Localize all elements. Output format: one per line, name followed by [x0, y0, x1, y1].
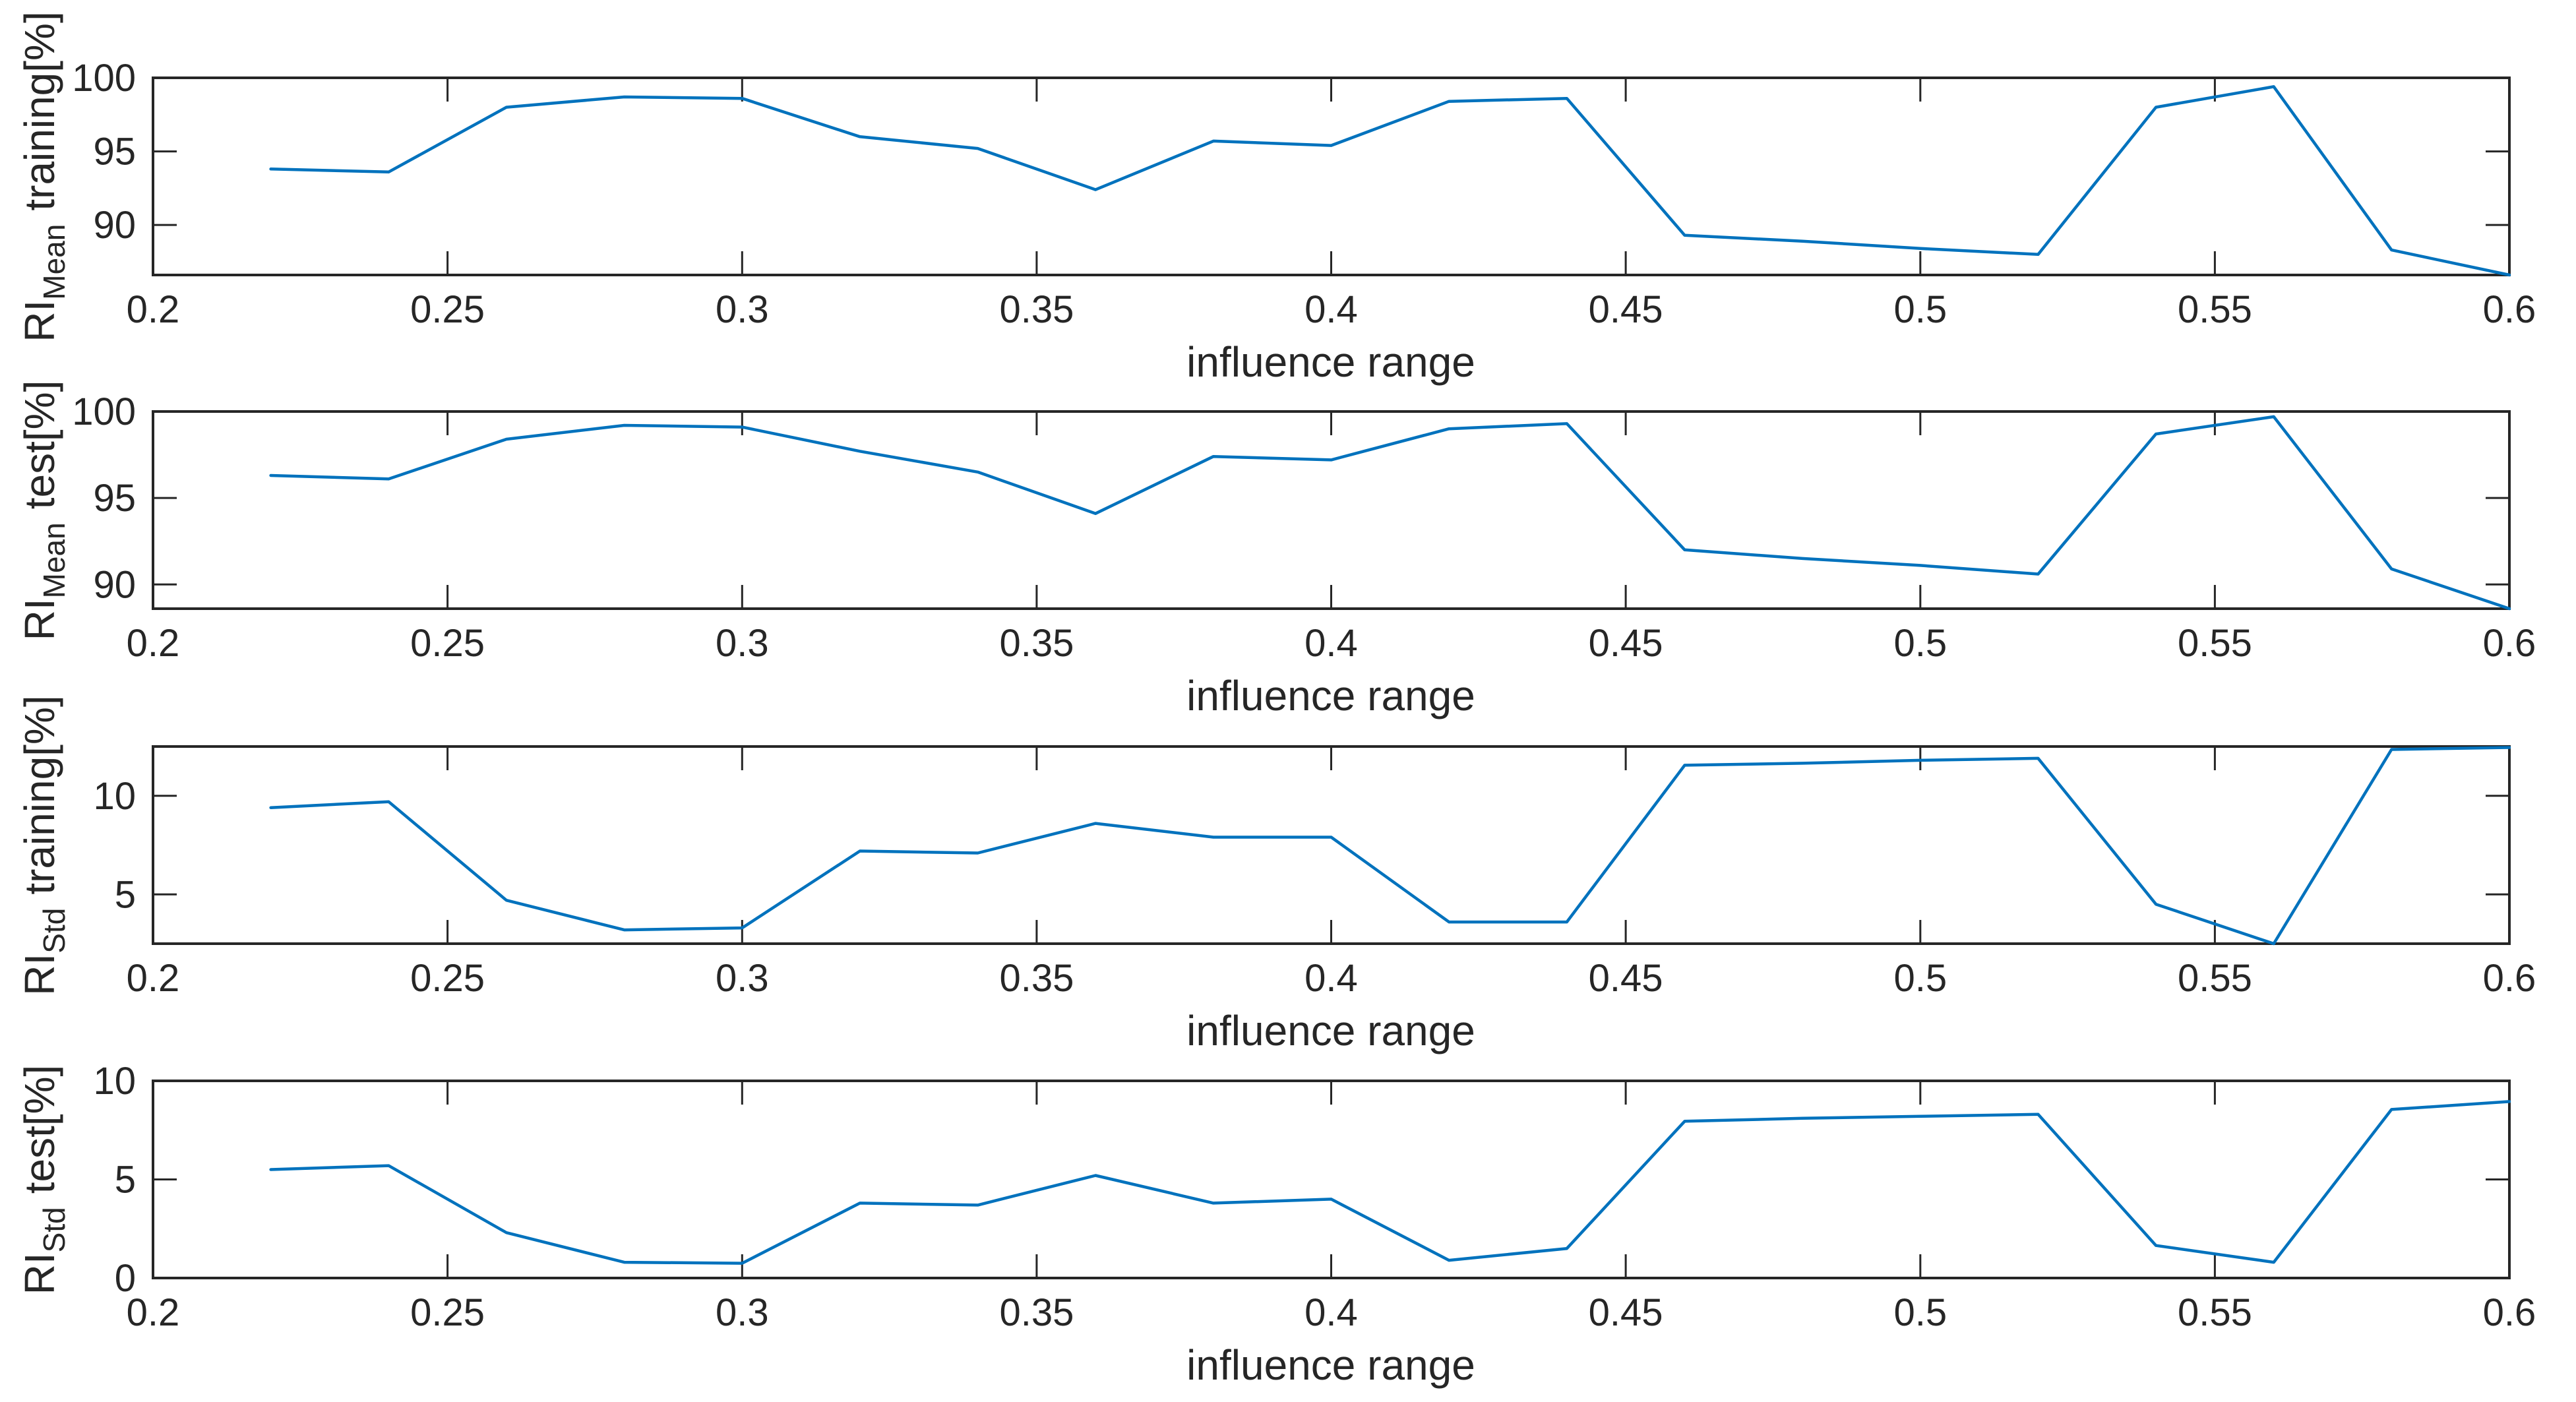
x-tick-label: 0.2 [127, 622, 180, 665]
y-tick-label: 90 [93, 563, 136, 606]
x-tick-label: 0.45 [1589, 288, 1663, 331]
y-axis-label-subscript: Std [37, 907, 71, 954]
data-line [269, 415, 2511, 611]
y-tick-label: 0 [115, 1257, 136, 1300]
x-tick-label: 0.55 [2178, 288, 2252, 331]
x-tick-label: 0.5 [1893, 288, 1947, 331]
x-tick-label: 0.55 [2178, 1291, 2252, 1334]
x-tick-label: 0.35 [999, 288, 1074, 331]
x-tick-label: 0.6 [2483, 622, 2536, 665]
x-tick-label: 0.55 [2178, 622, 2252, 665]
y-axis-label-prefix: RI [16, 1252, 63, 1295]
x-tick-label: 0.25 [410, 622, 485, 665]
y-tick-label: 100 [72, 390, 136, 433]
x-tick-label: 0.25 [410, 1291, 485, 1334]
x-tick-label: 0.25 [410, 957, 485, 1000]
x-axis-label: influence range [1186, 1341, 1475, 1389]
y-tick-label: 100 [72, 57, 136, 100]
x-tick-label: 0.2 [127, 288, 180, 331]
x-tick-label: 0.4 [1304, 288, 1358, 331]
x-tick-label: 0.25 [410, 288, 485, 331]
subplot-ri-mean-test: 0.2 0.25 0.3 0.35 0.4 0.45 0.5 0.55 0.6 90 95 100 R… [0, 381, 2576, 733]
x-tick-label: 0.35 [999, 622, 1074, 665]
x-axis-label: influence range [1186, 1007, 1475, 1054]
x-tick-label: 0.5 [1893, 622, 1947, 665]
data-line [269, 746, 2511, 946]
x-tick-label: 0.6 [2483, 1291, 2536, 1334]
plot-frame [152, 1080, 2511, 1279]
y-tick-label: 10 [93, 775, 136, 818]
x-tick-label: 0.45 [1589, 1291, 1663, 1334]
x-tick-label: 0.35 [999, 1291, 1074, 1334]
x-tick-label: 0.6 [2483, 288, 2536, 331]
y-axis-label: RIStd training[%] [15, 695, 72, 995]
y-axis-label-rest: training[%] [16, 11, 63, 211]
plot-frame [152, 745, 2511, 945]
x-tick-label: 0.55 [2178, 957, 2252, 1000]
x-tick-label: 0.3 [716, 622, 769, 665]
y-tick-label: 5 [115, 873, 136, 916]
plot-area: 0.2 0.25 0.3 0.35 0.4 0.45 0.5 0.55 0.6 5 10 [93, 745, 2536, 1000]
plot-area: 0.2 0.25 0.3 0.35 0.4 0.45 0.5 0.55 0.6 0 5 10 [93, 1060, 2536, 1334]
subplot-ri-std-training: 0.2 0.25 0.3 0.35 0.4 0.45 0.5 0.55 0.6 5 10 RIStd… [0, 695, 2576, 1068]
x-tick-label: 0.3 [716, 1291, 769, 1334]
y-axis-label-rest: test[%] [16, 1064, 63, 1194]
y-axis-label-rest: training[%] [16, 695, 63, 895]
subplot-ri-mean-training: 0.2 0.25 0.3 0.35 0.4 0.45 0.5 0.55 0.6 90 95 100 R… [0, 11, 2576, 399]
y-axis-label: RIStd test[%] [15, 1065, 72, 1295]
subplot-ri-std-test: 0.2 0.25 0.3 0.35 0.4 0.45 0.5 0.55 0.6 0 5 10 RISt… [0, 1060, 2576, 1402]
x-tick-label: 0.2 [127, 957, 180, 1000]
x-axis-label: influence range [1186, 672, 1475, 719]
x-tick-label: 0.2 [127, 1291, 180, 1334]
x-tick-label: 0.4 [1304, 622, 1358, 665]
y-axis-label: RIMean test[%] [15, 381, 72, 641]
y-axis-label-rest: test[%] [16, 380, 63, 510]
x-tick-label: 0.3 [716, 288, 769, 331]
x-tick-label: 0.5 [1893, 1291, 1947, 1334]
y-axis-label: RIMean training[%] [15, 11, 72, 342]
y-tick-label: 90 [93, 204, 136, 247]
x-tick-label: 0.4 [1304, 1291, 1358, 1334]
data-line [269, 85, 2511, 277]
y-tick-label: 95 [93, 477, 136, 520]
x-tick-label: 0.4 [1304, 957, 1358, 1000]
plot-area: 0.2 0.25 0.3 0.35 0.4 0.45 0.5 0.55 0.6 90 95 100 [72, 57, 2536, 331]
y-tick-label: 95 [93, 131, 136, 173]
y-axis-label-prefix: RI [16, 299, 63, 342]
y-axis-label-prefix: RI [16, 598, 63, 641]
x-tick-label: 0.6 [2483, 957, 2536, 1000]
x-axis-label: influence range [1186, 338, 1475, 386]
y-tick-label: 5 [115, 1159, 136, 1202]
y-tick-label: 10 [93, 1060, 136, 1103]
y-axis-label-subscript: Mean [37, 522, 71, 599]
y-axis-label-prefix: RI [16, 953, 63, 996]
y-axis-label-subscript: Std [37, 1207, 71, 1253]
x-tick-label: 0.45 [1589, 622, 1663, 665]
plot-frame [152, 410, 2511, 610]
y-axis-label-subscript: Mean [37, 224, 71, 300]
x-tick-label: 0.3 [716, 957, 769, 1000]
x-tick-label: 0.45 [1589, 957, 1663, 1000]
x-tick-label: 0.35 [999, 957, 1074, 1000]
x-tick-label: 0.5 [1893, 957, 1947, 1000]
plot-area: 0.2 0.25 0.3 0.35 0.4 0.45 0.5 0.55 0.6 90 95 100 [72, 390, 2536, 665]
data-line [269, 1100, 2511, 1265]
